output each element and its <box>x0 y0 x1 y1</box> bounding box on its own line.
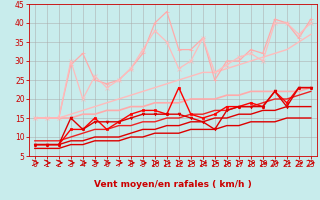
X-axis label: Vent moyen/en rafales ( km/h ): Vent moyen/en rafales ( km/h ) <box>94 180 252 189</box>
